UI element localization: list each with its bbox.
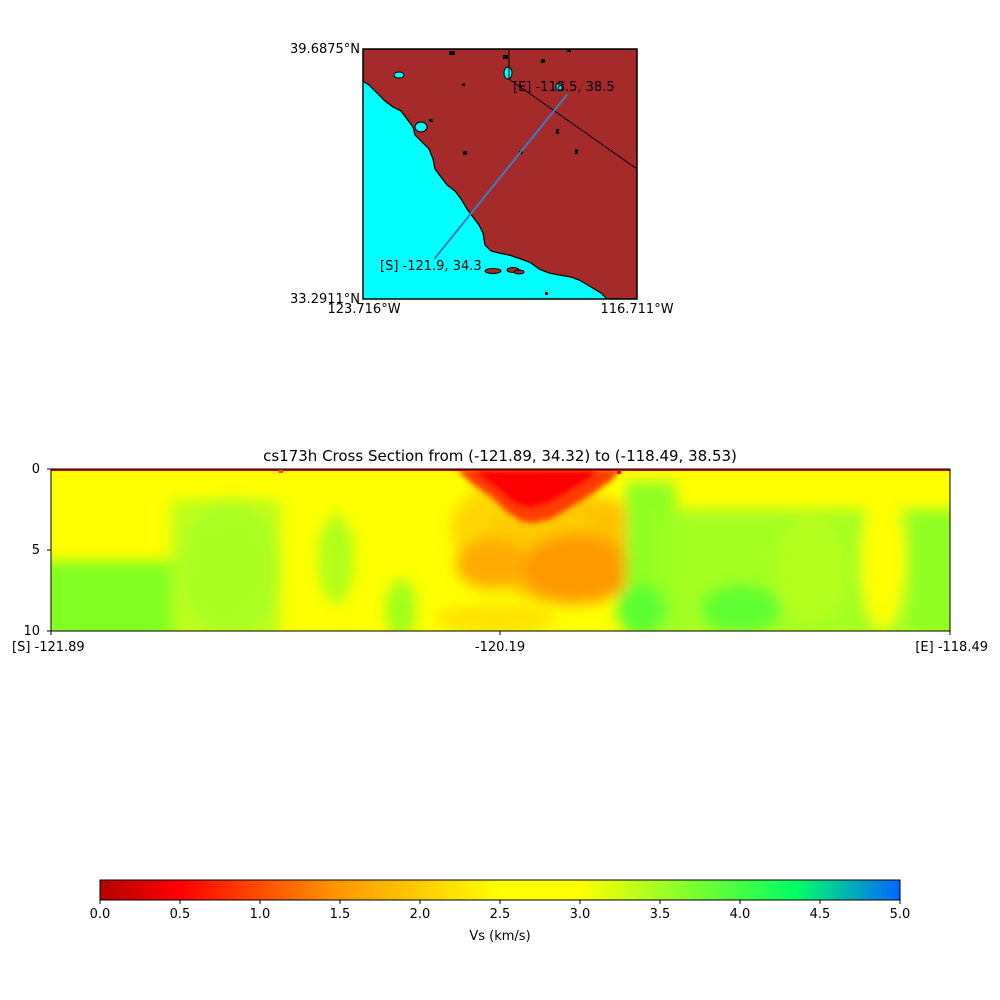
y-tick-label: 0	[31, 462, 40, 477]
colorbar-tick-label: 3.0	[569, 907, 591, 922]
colorbar-tick-label: 3.5	[649, 907, 671, 922]
deep-high-velocity-region	[51, 561, 181, 631]
colorbar-gradient	[100, 880, 900, 900]
cross-section-title: cs173h Cross Section from (-121.89, 34.3…	[263, 447, 737, 465]
colorbar-tick-label: 5.0	[889, 907, 911, 922]
land-area	[363, 49, 637, 299]
x-tick-label: [E] -118.49	[915, 640, 988, 655]
x-tick-label: -120.19	[474, 640, 526, 655]
surface-layer	[51, 469, 950, 471]
map-lon-right-label: 116.711°W	[600, 302, 674, 317]
channel-islands	[484, 267, 525, 275]
map-svg	[362, 48, 638, 300]
map-lat-bottom-label: 33.2911°N	[290, 292, 360, 307]
map-frame	[362, 48, 638, 300]
colorbar-tick-label: 1.5	[329, 907, 351, 922]
state-border	[508, 78, 637, 170]
colorbar-tick-label: 1.0	[249, 907, 271, 922]
low-velocity-basin	[456, 469, 621, 523]
colorbar-ticks	[99, 900, 901, 904]
x-tick-label: [S] -121.89	[12, 640, 85, 655]
y-ticks	[47, 468, 51, 632]
map-lon-left-label: 123.716°W	[327, 302, 401, 317]
map-lat-top-label: 39.6875°N	[290, 42, 360, 57]
colorbar-tick-label: 2.0	[409, 907, 431, 922]
colorbar-tick-label: 2.5	[489, 907, 511, 922]
colorbar-label: Vs (km/s)	[469, 929, 531, 944]
colorbar-tick-label: 0.5	[169, 907, 191, 922]
colorbar-svg	[99, 879, 901, 904]
colorbar-tick-label: 4.0	[729, 907, 751, 922]
islands	[393, 66, 563, 133]
cross-section-svg	[47, 468, 951, 635]
y-tick-label: 10	[23, 624, 40, 639]
colorbar	[99, 879, 901, 904]
map-start-label: [S] -121.9, 34.3	[380, 259, 482, 274]
x-ticks	[50, 631, 951, 635]
cross-section-plot	[47, 468, 951, 635]
map-panel	[362, 48, 638, 300]
cross-section-path	[433, 93, 569, 260]
colorbar-tick-label: 0.0	[89, 907, 111, 922]
map-end-label: [E] -118.5, 38.5	[513, 80, 615, 95]
colorbar-tick-label: 4.5	[809, 907, 831, 922]
y-tick-label: 5	[31, 543, 40, 558]
